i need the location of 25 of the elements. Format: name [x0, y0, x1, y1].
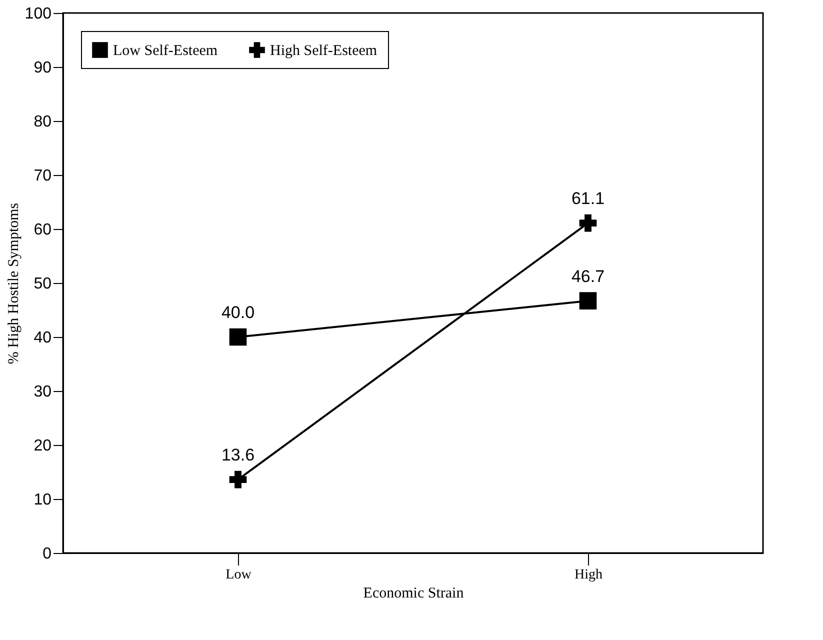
x-axis-title: Economic Strain — [363, 586, 464, 602]
y-tick-label: 50 — [34, 276, 52, 292]
point — [579, 214, 597, 232]
x-tick-label: Low — [226, 568, 252, 582]
y-tick-label: 90 — [34, 60, 52, 76]
data-label: 46.7 — [571, 266, 605, 286]
y-tick-label: 60 — [34, 222, 52, 238]
point — [579, 292, 597, 310]
point — [229, 328, 247, 346]
y-axis-title: % High Hostile Symptoms — [6, 202, 22, 364]
y-tick-label: 40 — [34, 330, 52, 346]
y-tick-label: 10 — [34, 492, 52, 508]
point — [229, 470, 247, 488]
data-label: 40.0 — [221, 303, 255, 322]
y-tick-label: 30 — [34, 384, 52, 400]
y-tick-label: 100 — [24, 6, 52, 22]
data-label: 61.1 — [571, 189, 605, 208]
data-label: 13.6 — [221, 446, 255, 465]
y-tick-label: 70 — [34, 168, 52, 184]
y-tick-label: 0 — [42, 546, 52, 562]
legend-label: Low Self-Esteem — [113, 43, 218, 59]
legend-label: High Self-Esteem — [270, 43, 378, 59]
x-tick-label: High — [574, 568, 602, 582]
y-tick-label: 20 — [34, 438, 52, 454]
y-tick-label: 80 — [34, 114, 52, 130]
